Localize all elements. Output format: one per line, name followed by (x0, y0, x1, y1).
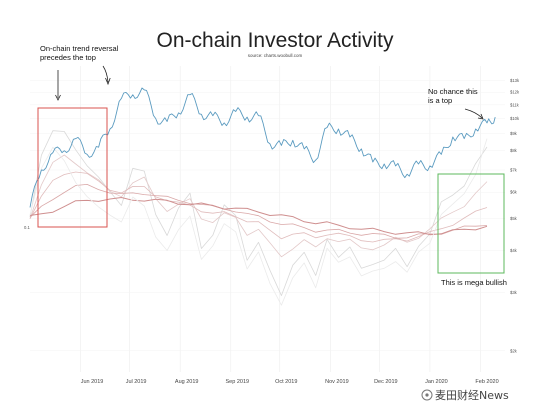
arrow-no-top (464, 108, 483, 119)
x-tick-label: Jun 2019 (81, 379, 104, 385)
oscillator-line (29, 138, 488, 306)
arrowhead-no-top-icon (477, 113, 484, 120)
x-tick-label: Dec 2019 (374, 379, 398, 385)
x-tick-label: Feb 2020 (475, 379, 498, 385)
y-left-label: 0.1 (24, 225, 30, 230)
x-tick-label: Sep 2019 (226, 379, 250, 385)
y-tick-label: $11k (510, 102, 520, 107)
y-tick-label: $9k (510, 131, 518, 136)
annotation-no-top-line-2: is a top (428, 96, 452, 105)
annotation-no-top: No chance this is a top (428, 87, 480, 105)
chart-title: On-chain Investor Activity (157, 29, 394, 52)
watermark-text: 麦田财经News (435, 388, 509, 402)
x-axis-ticks: Jun 2019 Jul 2019 Aug 2019 Sep 2019 Oct 2019… (81, 379, 499, 385)
x-tick-label: Jan 2020 (425, 379, 448, 385)
x-tick-label: Jul 2019 (126, 379, 147, 385)
arrow-top (102, 65, 109, 83)
y-tick-label: $3k (510, 290, 518, 295)
y-axis-ticks: $13k $12k $11k $10k $9k $8k $7k $6k $5k $4k $3k $2k (510, 78, 520, 353)
green-highlight-box (437, 173, 505, 274)
oscillator-line (29, 183, 488, 239)
annotation-no-top-line-1: No chance this (428, 87, 478, 96)
red-highlight-box (37, 107, 108, 228)
annotation-reversal-line-1: On-chain trend reversal (40, 44, 119, 53)
oscillator-lines (29, 130, 488, 306)
y-tick-label: $5k (510, 216, 518, 221)
x-tick-label: Nov 2019 (325, 379, 349, 385)
annotation-bullish: This is mega bullish (441, 278, 507, 287)
y-tick-label: $6k (510, 190, 518, 195)
y-tick-label: $8k (510, 148, 518, 153)
annotation-reversal-line-2: precedes the top (40, 53, 96, 62)
arrowhead-reversal-icon (55, 94, 61, 101)
x-tick-label: Aug 2019 (175, 379, 199, 385)
oscillator-line (29, 130, 488, 297)
y-tick-label: $2k (510, 348, 518, 353)
watermark: 麦田财经News (421, 388, 509, 402)
y-tick-label: $4k (510, 248, 518, 253)
grid (30, 66, 505, 372)
y-tick-label: $12k (510, 90, 520, 95)
annotation-reversal: On-chain trend reversal precedes the top (40, 44, 120, 62)
oscillator-line (29, 197, 488, 236)
y-tick-label: $13k (510, 78, 520, 83)
oscillator-line (29, 171, 488, 243)
oscillator-line (29, 154, 488, 258)
arrowhead-top-icon (105, 77, 111, 86)
chart-subtitle: source: charts.woobull.com (248, 53, 303, 58)
y-tick-label: $7k (510, 168, 518, 173)
x-tick-label: Oct 2019 (275, 379, 297, 385)
btc-price-line (29, 87, 496, 208)
price-line (29, 87, 496, 208)
y-tick-label: $10k (510, 116, 520, 121)
weibo-logo-icon (421, 389, 433, 401)
